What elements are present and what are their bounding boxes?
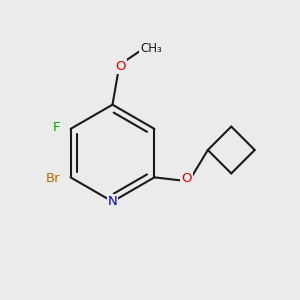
Text: O: O <box>115 60 126 73</box>
Text: CH₃: CH₃ <box>140 42 162 55</box>
Text: O: O <box>182 172 192 185</box>
Text: F: F <box>53 121 60 134</box>
Text: Br: Br <box>46 172 61 185</box>
Text: N: N <box>108 195 117 208</box>
